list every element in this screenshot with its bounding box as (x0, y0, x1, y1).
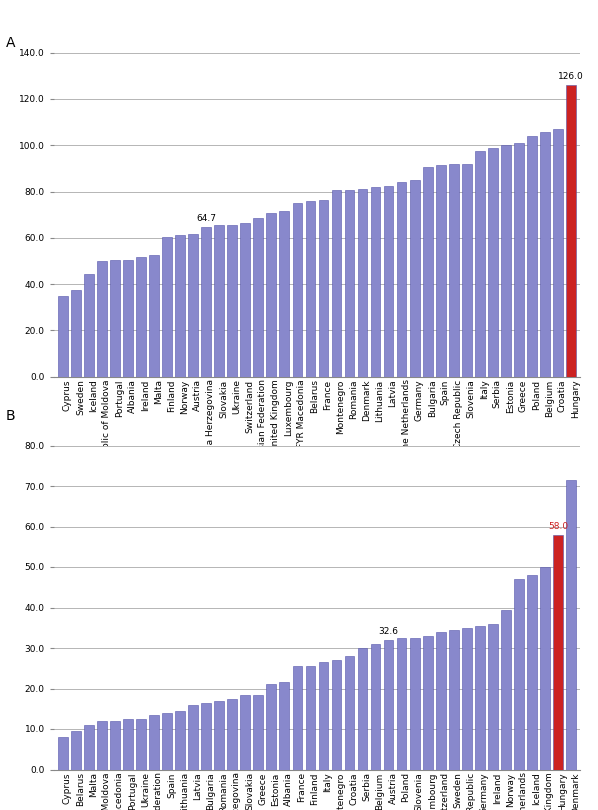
Bar (71, 731, 81, 770)
Bar (553, 535, 563, 770)
Bar (306, 201, 315, 377)
Bar (488, 624, 498, 770)
Bar (410, 180, 420, 377)
Bar (436, 632, 446, 770)
Bar (227, 698, 237, 770)
Bar (462, 628, 472, 770)
Bar (501, 145, 511, 377)
Bar (240, 223, 250, 377)
Bar (462, 164, 472, 377)
Text: A: A (6, 36, 16, 50)
Bar (279, 682, 289, 770)
Bar (175, 711, 185, 769)
Bar (475, 151, 484, 377)
Bar (97, 721, 107, 769)
Bar (527, 136, 537, 377)
Bar (344, 656, 355, 770)
Bar (319, 199, 328, 377)
Bar (396, 638, 407, 769)
Bar (58, 296, 68, 377)
Text: B: B (6, 409, 16, 423)
Bar (110, 721, 120, 769)
Bar (344, 190, 355, 377)
Bar (123, 260, 133, 377)
Bar (540, 567, 550, 770)
Bar (279, 211, 289, 377)
Bar (188, 705, 198, 770)
Bar (58, 737, 68, 770)
Bar (410, 638, 420, 769)
Bar (501, 609, 511, 770)
Bar (358, 190, 367, 377)
Text: 64.7: 64.7 (196, 214, 216, 223)
Bar (97, 261, 107, 377)
Bar (84, 274, 94, 377)
Bar (396, 182, 407, 377)
Bar (566, 85, 576, 377)
Bar (254, 695, 263, 770)
Bar (214, 225, 224, 377)
Bar (214, 701, 224, 770)
Bar (136, 258, 146, 377)
Bar (110, 260, 120, 377)
Bar (162, 713, 172, 769)
Bar (240, 695, 250, 770)
Bar (553, 129, 563, 377)
Bar (514, 579, 524, 770)
Bar (384, 640, 393, 769)
Bar (514, 143, 524, 377)
Bar (84, 725, 94, 770)
Bar (306, 666, 315, 770)
Bar (150, 715, 159, 770)
Bar (123, 719, 133, 769)
Bar (71, 290, 81, 377)
Bar (527, 575, 537, 770)
Text: 32.6: 32.6 (379, 627, 399, 636)
Bar (358, 648, 367, 769)
Bar (332, 660, 341, 770)
Bar (150, 255, 159, 377)
Bar (227, 225, 237, 377)
Bar (254, 218, 263, 377)
Bar (384, 185, 393, 377)
Bar (188, 234, 198, 377)
Bar (488, 147, 498, 377)
Bar (423, 167, 432, 377)
Bar (202, 227, 211, 377)
Bar (267, 684, 276, 769)
Bar (371, 187, 380, 377)
Bar (332, 190, 341, 377)
Bar (540, 133, 550, 377)
Bar (292, 203, 302, 377)
Text: 126.0: 126.0 (558, 72, 584, 81)
Bar (371, 644, 380, 770)
Bar (319, 663, 328, 769)
Bar (175, 236, 185, 377)
Bar (136, 719, 146, 769)
Text: 58.0: 58.0 (548, 522, 568, 531)
Bar (449, 630, 459, 770)
Bar (202, 702, 211, 770)
Bar (436, 165, 446, 377)
Bar (449, 164, 459, 377)
Bar (162, 237, 172, 377)
Bar (566, 480, 576, 770)
Bar (292, 666, 302, 770)
Bar (475, 625, 484, 770)
Bar (423, 636, 432, 770)
Bar (267, 214, 276, 377)
